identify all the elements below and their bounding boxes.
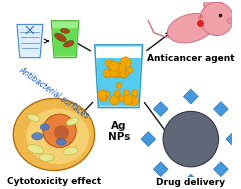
Ellipse shape	[56, 139, 67, 145]
Polygon shape	[53, 28, 77, 56]
Ellipse shape	[63, 147, 78, 155]
Circle shape	[100, 92, 108, 101]
Polygon shape	[183, 174, 198, 189]
Circle shape	[204, 0, 222, 13]
Text: Antibacterial surfaces: Antibacterial surfaces	[17, 65, 91, 120]
Circle shape	[54, 125, 69, 140]
Circle shape	[116, 83, 122, 88]
Ellipse shape	[26, 108, 89, 164]
Ellipse shape	[63, 41, 74, 47]
Polygon shape	[214, 102, 228, 116]
Circle shape	[120, 72, 126, 78]
Ellipse shape	[40, 124, 49, 130]
Circle shape	[115, 64, 126, 74]
Circle shape	[110, 67, 120, 77]
Polygon shape	[17, 24, 43, 58]
Text: Ag
NPs: Ag NPs	[107, 121, 130, 142]
Circle shape	[120, 70, 128, 78]
Ellipse shape	[39, 154, 54, 161]
Circle shape	[104, 91, 110, 97]
Circle shape	[43, 114, 76, 147]
Polygon shape	[141, 132, 156, 146]
Circle shape	[132, 90, 138, 96]
Circle shape	[100, 95, 107, 102]
Polygon shape	[183, 89, 198, 104]
Ellipse shape	[60, 29, 70, 33]
Text: Cytotoxicity effect: Cytotoxicity effect	[7, 177, 101, 186]
Circle shape	[110, 69, 118, 77]
Ellipse shape	[227, 17, 236, 24]
Circle shape	[107, 61, 117, 70]
Circle shape	[119, 65, 125, 71]
Polygon shape	[226, 132, 241, 146]
Circle shape	[103, 70, 110, 77]
Ellipse shape	[27, 114, 40, 122]
Circle shape	[123, 90, 129, 96]
Ellipse shape	[167, 13, 214, 43]
Ellipse shape	[66, 118, 79, 125]
Ellipse shape	[27, 145, 44, 154]
Circle shape	[119, 65, 125, 71]
Circle shape	[105, 60, 112, 67]
Polygon shape	[96, 47, 141, 58]
Circle shape	[114, 90, 120, 97]
Circle shape	[104, 70, 112, 78]
Circle shape	[109, 61, 119, 71]
Ellipse shape	[13, 98, 95, 170]
Ellipse shape	[55, 33, 66, 42]
Polygon shape	[51, 21, 79, 58]
Circle shape	[127, 67, 133, 73]
Circle shape	[98, 90, 107, 99]
Text: Anticancer agent: Anticancer agent	[147, 54, 235, 63]
Polygon shape	[95, 45, 143, 108]
Circle shape	[129, 96, 139, 106]
Circle shape	[113, 62, 121, 70]
Circle shape	[119, 96, 125, 102]
Circle shape	[123, 94, 133, 105]
Circle shape	[112, 69, 121, 78]
Circle shape	[200, 2, 233, 36]
Text: Drug delivery: Drug delivery	[156, 178, 225, 187]
Polygon shape	[153, 162, 168, 177]
Polygon shape	[214, 162, 228, 177]
Polygon shape	[96, 58, 141, 106]
Circle shape	[163, 111, 219, 167]
Circle shape	[110, 95, 119, 105]
Circle shape	[120, 57, 131, 68]
Ellipse shape	[32, 133, 43, 140]
Polygon shape	[153, 102, 168, 116]
